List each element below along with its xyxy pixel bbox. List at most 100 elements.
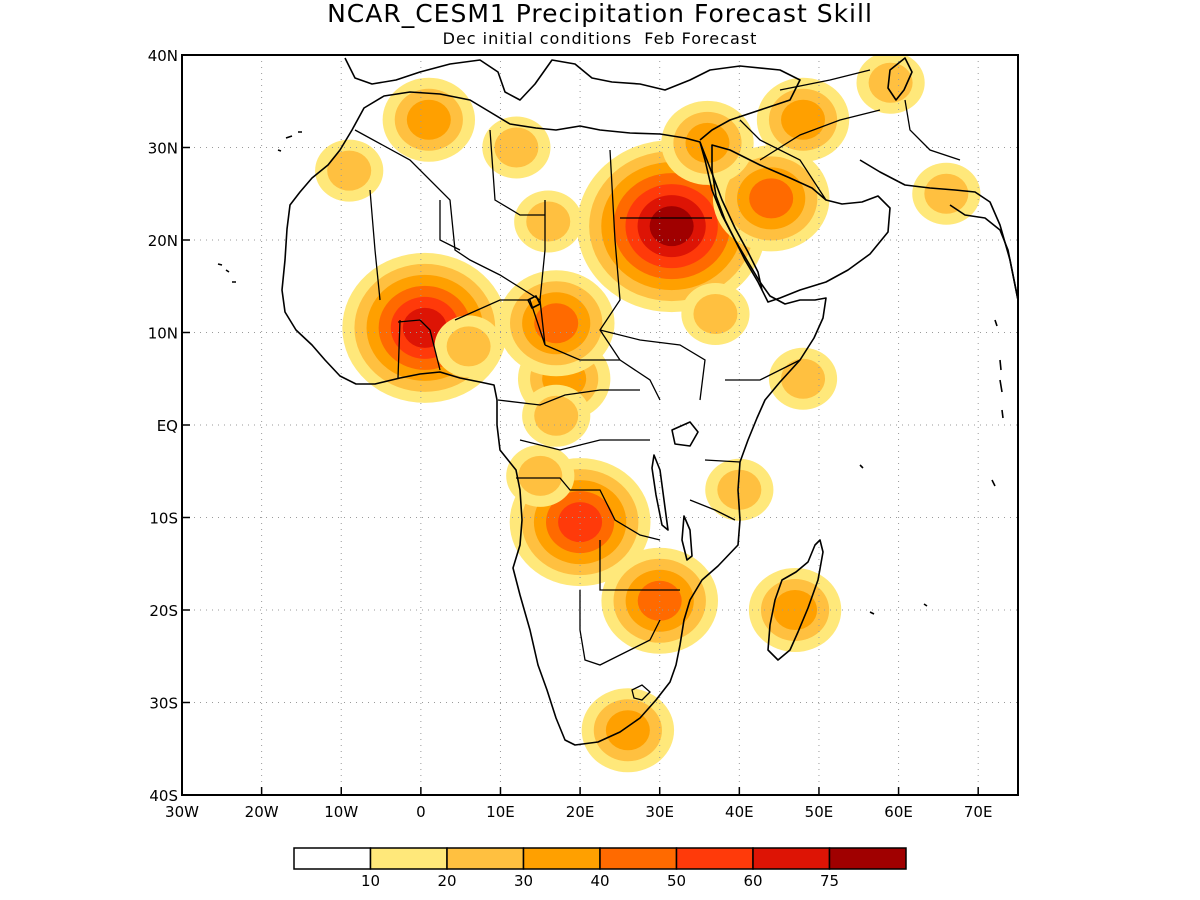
- skill-region-10: [581, 688, 675, 773]
- map-background: [182, 55, 1018, 795]
- skill-contour: [526, 201, 571, 242]
- country-borders: [354, 69, 961, 666]
- lon-tick-label: 60E: [884, 803, 913, 821]
- lat-tick-label: 20S: [149, 602, 178, 620]
- madagascar-coastline: [767, 539, 824, 661]
- skill-contour: [693, 294, 738, 334]
- skill-contour: [781, 358, 826, 399]
- skill-contour: [717, 469, 762, 510]
- lon-tick-label: 10W: [324, 803, 358, 821]
- skill-region-7: [748, 568, 842, 652]
- colorbar-label: 40: [590, 872, 609, 890]
- colorbar-swatch: [599, 847, 678, 870]
- cape-verde-islands: [217, 263, 236, 283]
- lon-tick-label: 30W: [165, 803, 199, 821]
- lat-tick-label: 10N: [148, 325, 178, 343]
- dotted-gridlines: [182, 55, 1018, 795]
- skill-region-5: [382, 77, 476, 162]
- skill-contour: [637, 580, 682, 621]
- colorbar-label: 20: [437, 872, 456, 890]
- colorbar-label: 10: [361, 872, 380, 890]
- canary-islands: [277, 131, 302, 152]
- skill-region-16: [482, 116, 551, 179]
- colorbar-swatch: [293, 847, 372, 870]
- skill-contour: [518, 455, 563, 496]
- lesotho: [631, 684, 651, 701]
- colorbar-label: 60: [743, 872, 762, 890]
- skill-contour: [685, 122, 730, 163]
- skill-region-21: [912, 162, 981, 225]
- map-panel: 30W 20W 10W 0 10E 20E 30E 40E 50E 60E 70E 40N 30N 20N…: [148, 47, 1019, 821]
- coastlines: [217, 57, 1018, 746]
- figure-subtitle: Dec initial conditions Feb Forecast: [443, 29, 758, 48]
- skill-region-11: [434, 315, 503, 378]
- skill-contour: [924, 173, 969, 214]
- lon-tick-label: 40E: [725, 803, 754, 821]
- caspian-coastline: [887, 57, 913, 101]
- skill-shading-layer: [315, 55, 981, 773]
- skill-region-2: [509, 458, 651, 587]
- skill-contour: [558, 502, 603, 543]
- colorbar-swatch: [752, 847, 831, 870]
- skill-contour: [534, 395, 579, 436]
- skill-region-19: [768, 347, 838, 410]
- lat-tick-label: 40S: [149, 787, 178, 805]
- lake-malawi: [681, 515, 693, 561]
- lake-tanganyika: [651, 454, 669, 531]
- africa-coastline: [281, 91, 827, 746]
- colorbar-swatch: [522, 847, 601, 870]
- skill-region-14: [506, 444, 575, 507]
- sri-lanka-india-coast: [949, 204, 1018, 301]
- lat-tick-label: 20N: [148, 232, 178, 250]
- skill-region-12: [514, 190, 583, 253]
- red-sea-coastline: [699, 141, 763, 291]
- skill-region-13: [522, 384, 591, 447]
- axis-ticks: 30W 20W 10W 0 10E 20E 30E 40E 50E 60E 70E 40N 30N 20N…: [148, 47, 993, 821]
- colorbar-label: 50: [667, 872, 686, 890]
- lon-tick-label: 20W: [245, 803, 279, 821]
- skill-contour: [327, 150, 372, 191]
- skill-contour: [773, 590, 818, 630]
- skill-contour: [605, 710, 650, 751]
- lake-victoria: [671, 421, 699, 447]
- skill-contour: [749, 178, 794, 219]
- lat-tick-label: EQ: [157, 417, 178, 435]
- skill-region-20: [705, 458, 774, 521]
- lat-tick-label: 30S: [149, 695, 178, 713]
- lon-tick-label: 30E: [645, 803, 674, 821]
- lat-tick-label: 40N: [148, 47, 178, 65]
- colorbar-swatch: [369, 847, 448, 870]
- lat-tick-label: 10S: [149, 510, 178, 528]
- skill-region-15: [856, 55, 925, 114]
- indian-ocean-islands: [859, 319, 1004, 615]
- colorbar-label: 30: [514, 872, 533, 890]
- skill-contour: [534, 303, 579, 344]
- lat-tick-label: 30N: [148, 140, 178, 158]
- skill-contour: [406, 99, 451, 140]
- colorbar-label: 75: [820, 872, 839, 890]
- arabian-peninsula-coastline: [711, 144, 891, 303]
- skill-region-9: [497, 270, 615, 377]
- lon-tick-label: 50E: [805, 803, 834, 821]
- lon-tick-label: 70E: [964, 803, 993, 821]
- skill-region-17: [315, 139, 384, 202]
- skill-colorbar: 10 20 30 40 50 60 75: [293, 847, 907, 890]
- colorbar-swatch: [446, 847, 525, 870]
- skill-region-8: [756, 77, 850, 162]
- skill-region-22: [661, 100, 754, 185]
- colorbar-swatch: [828, 847, 907, 870]
- skill-region-4: [712, 145, 830, 252]
- border-lines: [354, 69, 961, 666]
- lon-tick-label: 10E: [486, 803, 515, 821]
- lon-tick-label: 20E: [566, 803, 595, 821]
- skill-contour: [494, 127, 539, 168]
- figure-title: NCAR_CESM1 Precipitation Forecast Skill: [327, 0, 873, 28]
- skill-contour: [446, 326, 491, 367]
- skill-contour: [649, 206, 694, 247]
- skill-region-18: [681, 283, 750, 345]
- colorbar-swatch: [675, 847, 754, 870]
- skill-region-3: [601, 547, 719, 654]
- mediterranean-north-coastline: [344, 57, 801, 141]
- lon-tick-label: 0: [416, 803, 426, 821]
